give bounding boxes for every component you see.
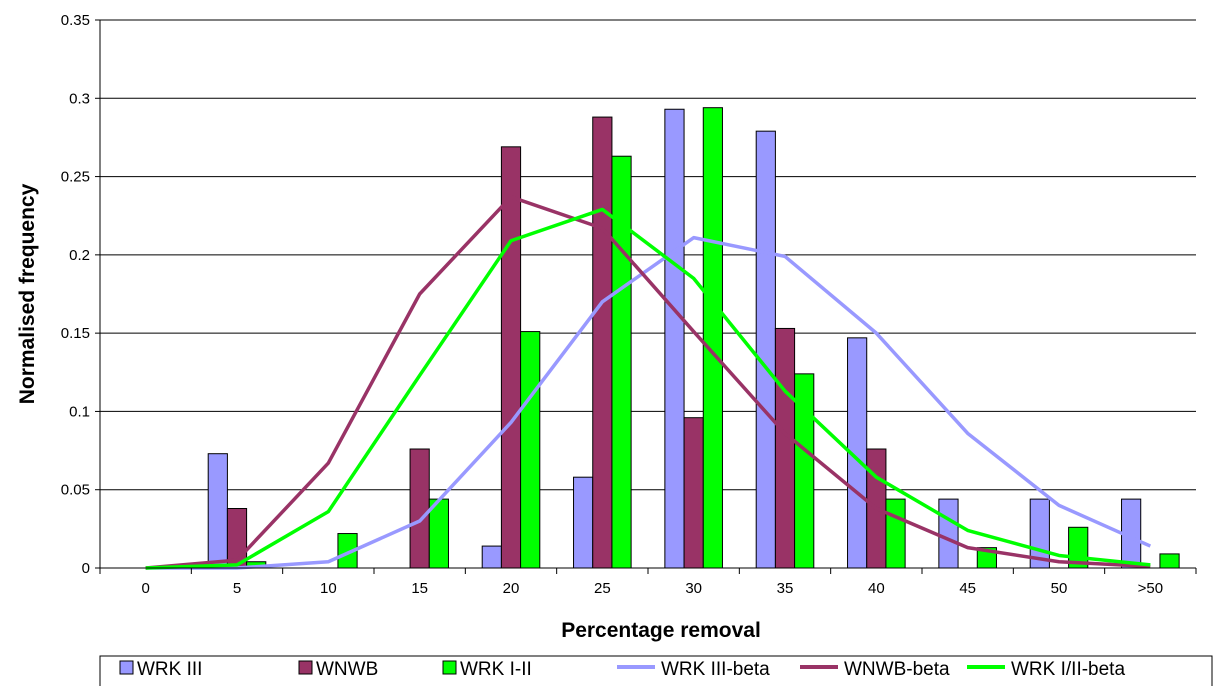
bar xyxy=(592,116,613,569)
bar xyxy=(774,327,796,569)
y-axis-title: Normalised frequency xyxy=(16,183,39,404)
x-tick-label: 10 xyxy=(320,580,337,597)
bar xyxy=(938,498,959,569)
bar xyxy=(1159,553,1180,569)
y-tick-label: 0.3 xyxy=(69,90,90,107)
x-tick-label: 0 xyxy=(141,580,149,597)
x-tick-label: >50 xyxy=(1138,580,1163,597)
y-tick-label: 0.2 xyxy=(69,247,90,264)
y-tick-label: 0.15 xyxy=(61,325,90,342)
legend-swatch xyxy=(298,660,313,675)
x-tick-label: 50 xyxy=(1051,580,1068,597)
y-tick-label: 0.05 xyxy=(61,482,90,499)
gridlines xyxy=(100,19,1196,491)
legend-label: WRK III-beta xyxy=(661,659,770,680)
legend-swatch xyxy=(442,660,457,675)
bar xyxy=(500,146,522,569)
x-tick-label: 40 xyxy=(868,580,885,597)
y-tick-label: 0.1 xyxy=(69,403,90,420)
x-tick-label: 15 xyxy=(411,580,428,597)
series-line xyxy=(145,235,1152,570)
series-line xyxy=(145,207,1151,570)
legend-label: WNWB xyxy=(316,659,378,680)
bar xyxy=(409,448,430,569)
bar xyxy=(702,107,723,569)
bars xyxy=(207,107,1180,569)
legend-swatch xyxy=(119,660,134,675)
legend-label: WRK I-II xyxy=(460,659,532,680)
y-tick-label: 0 xyxy=(82,560,90,577)
legend-box xyxy=(99,655,1213,686)
bar xyxy=(755,130,776,569)
legend-label: WRK III xyxy=(137,659,202,680)
y-tick-label: 0.35 xyxy=(61,12,90,29)
series-lines xyxy=(145,195,1152,570)
x-tick-label: 45 xyxy=(959,580,976,597)
y-tick-label: 0.25 xyxy=(61,169,90,186)
x-tick-label: 35 xyxy=(777,580,794,597)
bar xyxy=(683,417,704,569)
bar xyxy=(573,476,594,569)
x-tick-label: 5 xyxy=(233,580,241,597)
bar xyxy=(207,453,228,569)
axes: 0 0.05 0.1 0.15 0.2 0.25 0.3 0.35 0 5 10 15 20 25 30 35… xyxy=(61,12,1197,597)
bar xyxy=(885,498,906,569)
legend-label: WNWB-beta xyxy=(844,659,950,680)
legend-label: WRK I/II-beta xyxy=(1011,659,1125,680)
legend: WRK III WNWB WRK I-II WRK III-beta WNWB-beta… xyxy=(99,655,1213,686)
x-tick-label: 30 xyxy=(685,580,702,597)
bar xyxy=(520,331,541,569)
x-axis-title: Percentage removal xyxy=(561,619,761,642)
x-tick-label: 20 xyxy=(503,580,520,597)
bar xyxy=(664,108,685,569)
series-line xyxy=(145,195,1151,570)
bar xyxy=(481,545,502,569)
x-tick-label: 25 xyxy=(594,580,611,597)
